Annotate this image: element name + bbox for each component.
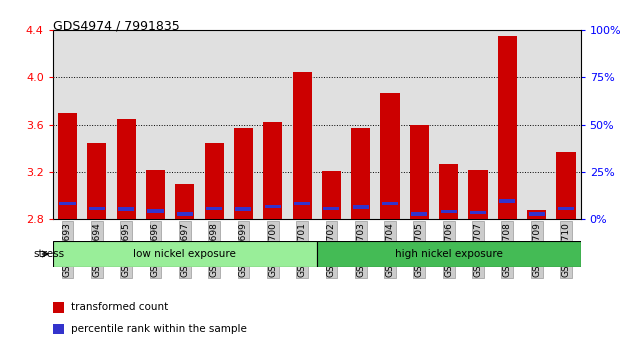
Bar xyxy=(53,302,65,313)
Bar xyxy=(351,129,370,219)
Bar xyxy=(58,113,77,219)
Bar xyxy=(118,207,134,211)
Text: transformed count: transformed count xyxy=(71,302,168,312)
Bar xyxy=(470,211,486,214)
Bar xyxy=(204,143,224,219)
Bar xyxy=(89,206,105,210)
Bar xyxy=(175,184,194,219)
Bar xyxy=(527,210,546,219)
Bar xyxy=(382,202,398,205)
Bar xyxy=(528,212,545,216)
Bar xyxy=(234,129,253,219)
Bar xyxy=(292,72,312,219)
Text: stress: stress xyxy=(34,249,65,259)
Bar xyxy=(353,205,369,209)
Bar xyxy=(53,241,317,267)
Bar xyxy=(235,207,252,211)
Bar xyxy=(176,212,193,216)
Bar xyxy=(263,122,283,219)
Bar xyxy=(468,170,487,219)
Bar xyxy=(498,36,517,219)
Bar xyxy=(265,205,281,208)
Bar xyxy=(146,170,165,219)
Bar xyxy=(206,206,222,210)
Bar xyxy=(317,241,581,267)
Bar xyxy=(439,164,458,219)
Bar xyxy=(410,125,429,219)
Bar xyxy=(381,93,399,219)
Bar xyxy=(322,171,341,219)
Bar xyxy=(60,202,76,205)
Text: GDS4974 / 7991835: GDS4974 / 7991835 xyxy=(53,19,179,33)
Bar xyxy=(411,212,427,216)
Bar xyxy=(87,143,106,219)
Bar xyxy=(499,199,515,203)
Text: high nickel exposure: high nickel exposure xyxy=(395,249,502,259)
Bar xyxy=(440,210,457,213)
Text: percentile rank within the sample: percentile rank within the sample xyxy=(71,324,247,334)
Bar xyxy=(324,206,340,210)
Bar xyxy=(117,119,135,219)
Text: low nickel exposure: low nickel exposure xyxy=(134,249,236,259)
Bar xyxy=(53,324,65,335)
Bar xyxy=(147,210,163,213)
Bar xyxy=(556,152,576,219)
Bar xyxy=(294,202,310,205)
Bar xyxy=(558,206,574,210)
